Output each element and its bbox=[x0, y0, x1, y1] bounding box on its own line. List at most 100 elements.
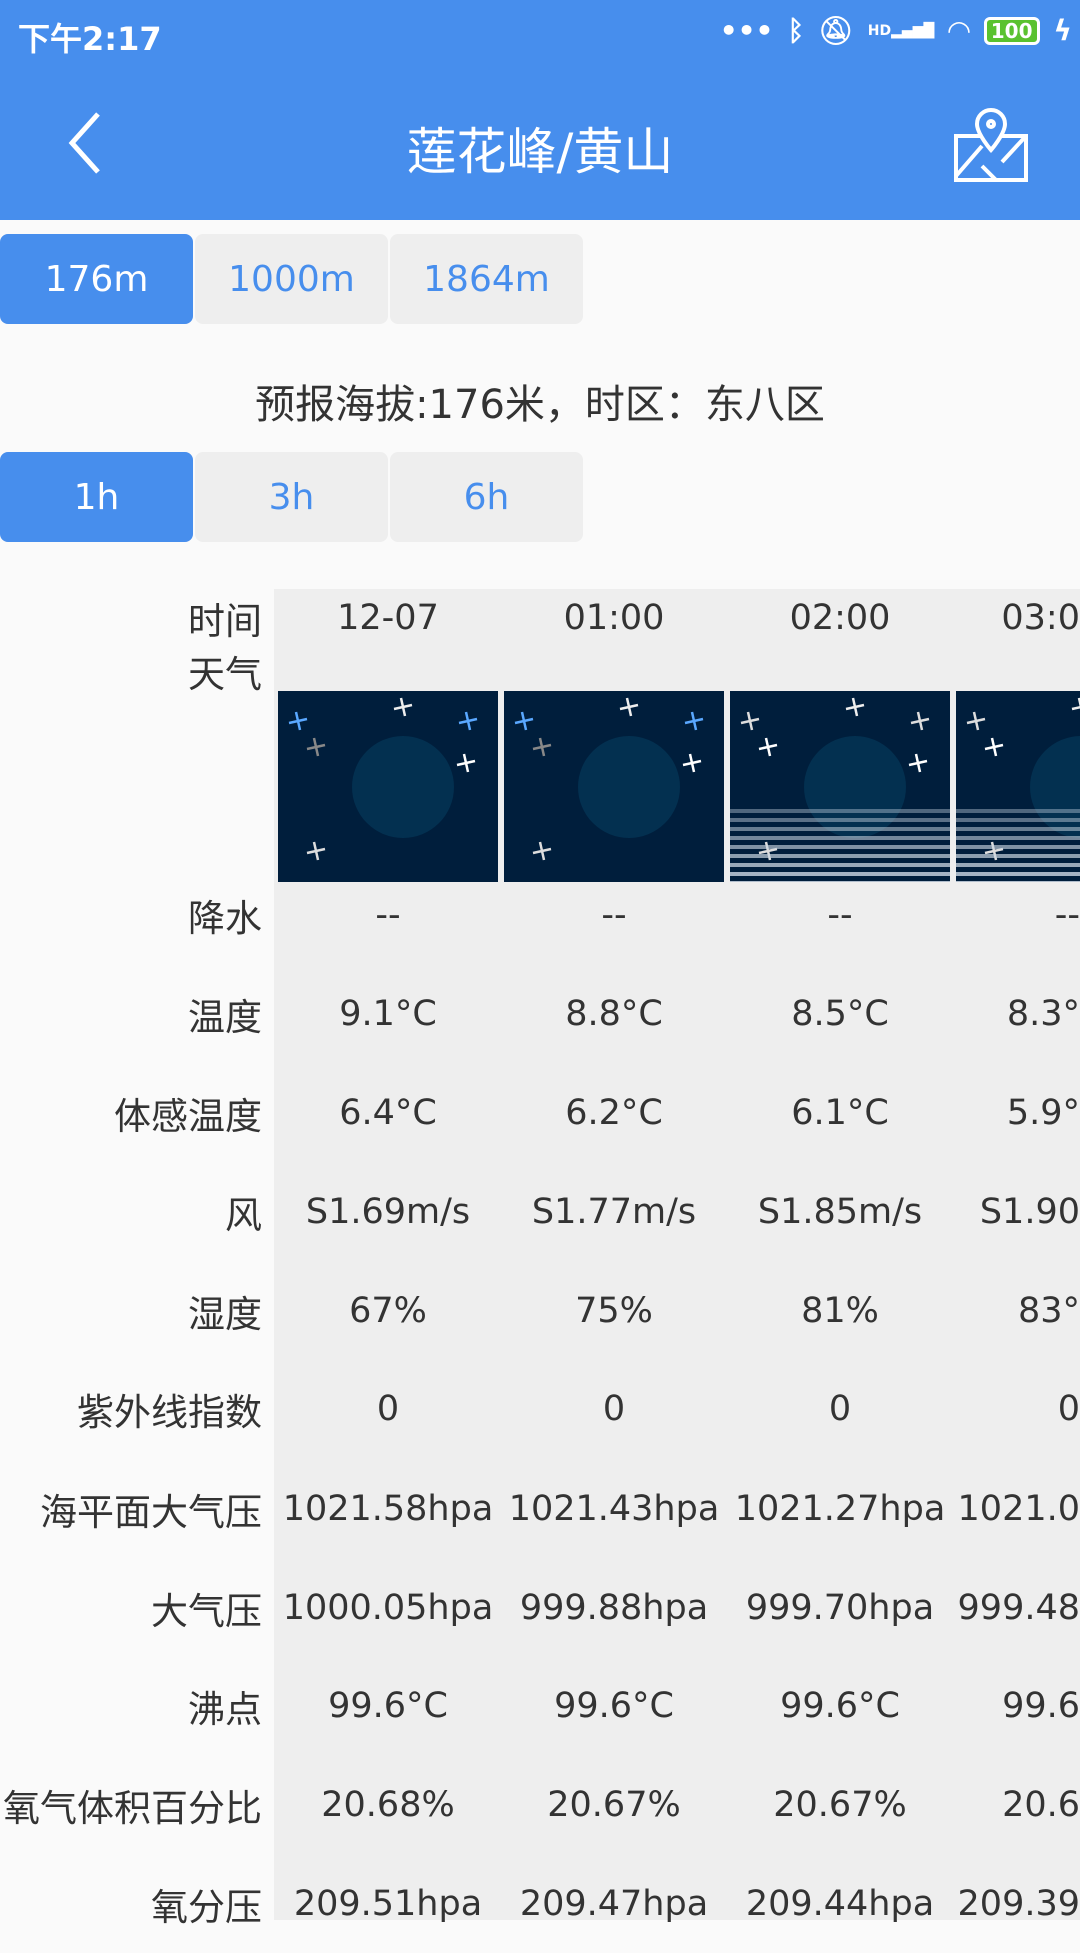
cell-uv-index: 0 bbox=[828, 1388, 852, 1429]
wifi-icon: ◠ bbox=[948, 14, 970, 47]
cell-temperature: 8.5°C bbox=[791, 993, 889, 1034]
row-label: 氧气体积百分比 bbox=[3, 1786, 262, 1830]
table-row-wind: 风 S1.69m/s S1.77m/s S1.85m/s S1.90 bbox=[0, 1162, 1080, 1261]
tab-1000m[interactable]: 1000m bbox=[195, 234, 388, 324]
cell-time: 12-07 bbox=[337, 597, 439, 638]
table-row-pressure: 大气压 1000.05hpa 999.88hpa 999.70hpa 999.48 bbox=[0, 1558, 1080, 1657]
battery-icon: 100 bbox=[983, 16, 1040, 45]
cell-oxygen-percent: 20.67% bbox=[773, 1784, 907, 1825]
cell-pressure: 999.88hpa bbox=[519, 1587, 709, 1628]
table-row-oxygen-percent: 氧气体积百分比 20.68% 20.67% 20.67% 20.6 bbox=[0, 1755, 1080, 1854]
cell-oxygen-percent: 20.68% bbox=[321, 1784, 455, 1825]
cell-pressure: 1000.05hpa bbox=[282, 1587, 494, 1628]
cell-uv-index: 0 bbox=[1057, 1388, 1080, 1429]
status-time: 下午2:17 bbox=[18, 20, 162, 58]
cell-boiling-point: 99.6°C bbox=[780, 1685, 900, 1726]
cell-wind: S1.69m/s bbox=[305, 1191, 471, 1232]
row-label: 温度 bbox=[188, 995, 262, 1039]
moon-night-icon bbox=[956, 691, 1080, 882]
cell-feels-like: 5.9° bbox=[1006, 1092, 1080, 1133]
row-label: 降水 bbox=[188, 896, 262, 940]
row-label: 紫外线指数 bbox=[77, 1390, 262, 1434]
cell-wind: S1.77m/s bbox=[531, 1191, 697, 1232]
cell-precipitation: -- bbox=[375, 894, 401, 935]
table-row-time: 时间 12-07 01:00 02:00 03:0 bbox=[0, 568, 1080, 667]
cell-oxygen-percent: 20.67% bbox=[547, 1784, 681, 1825]
cell-humidity: 67% bbox=[349, 1290, 427, 1331]
cell-oxygen-percent: 20.6 bbox=[1002, 1784, 1080, 1825]
moon-night-icon bbox=[730, 691, 950, 882]
cell-temperature: 8.3° bbox=[1006, 993, 1080, 1034]
table-row-feels-like: 体感温度 6.4°C 6.2°C 6.1°C 5.9° bbox=[0, 1063, 1080, 1162]
table-row-oxygen-partial-pressure: 氧分压 209.51hpa 209.47hpa 209.44hpa 209.39 bbox=[0, 1854, 1080, 1953]
cell-uv-index: 0 bbox=[602, 1388, 626, 1429]
cell-oxygen-partial-pressure: 209.44hpa bbox=[745, 1883, 935, 1924]
moon-night-icon bbox=[278, 691, 498, 882]
interval-tabs: 1h 3h 6h bbox=[0, 452, 583, 542]
table-row-weather: 天气 bbox=[0, 653, 1080, 757]
row-label: 风 bbox=[225, 1193, 262, 1237]
row-label: 氧分压 bbox=[151, 1885, 262, 1929]
cell-sea-level-pressure: 1021.0 bbox=[957, 1488, 1080, 1529]
charging-icon: ϟ bbox=[1053, 14, 1072, 47]
row-label: 海平面大气压 bbox=[40, 1490, 262, 1534]
cell-sea-level-pressure: 1021.27hpa bbox=[734, 1488, 946, 1529]
altitude-tabs: 176m 1000m 1864m bbox=[0, 234, 583, 324]
cell-temperature: 8.8°C bbox=[565, 993, 663, 1034]
cell-pressure: 999.48 bbox=[957, 1587, 1080, 1628]
cell-precipitation: -- bbox=[827, 894, 853, 935]
cell-humidity: 75% bbox=[575, 1290, 653, 1331]
chevron-left-icon[interactable] bbox=[62, 108, 112, 178]
status-bar: 下午2:17 ••• ᛒ 🔕︎ HD▂▄▆█ ◠ 100 ϟ bbox=[0, 0, 1080, 66]
tab-1864m[interactable]: 1864m bbox=[390, 234, 583, 324]
cell-time: 03:0 bbox=[1001, 597, 1080, 638]
table-row-sea-level-pressure: 海平面大气压 1021.58hpa 1021.43hpa 1021.27hpa 1021… bbox=[0, 1459, 1080, 1558]
cell-humidity: 83° bbox=[1017, 1290, 1080, 1331]
row-label: 大气压 bbox=[151, 1589, 262, 1633]
table-row-boiling-point: 沸点 99.6°C 99.6°C 99.6°C 99.6 bbox=[0, 1656, 1080, 1755]
cell-boiling-point: 99.6°C bbox=[554, 1685, 674, 1726]
cell-sea-level-pressure: 1021.58hpa bbox=[282, 1488, 494, 1529]
row-label: 时间 bbox=[188, 599, 262, 643]
bluetooth-icon: ᛒ bbox=[787, 14, 805, 47]
cell-oxygen-partial-pressure: 209.39 bbox=[957, 1883, 1080, 1924]
cell-oxygen-partial-pressure: 209.47hpa bbox=[519, 1883, 709, 1924]
cell-feels-like: 6.1°C bbox=[791, 1092, 889, 1133]
table-row-humidity: 湿度 67% 75% 81% 83° bbox=[0, 1261, 1080, 1360]
moon-night-icon bbox=[504, 691, 724, 882]
cell-wind: S1.90 bbox=[979, 1191, 1080, 1232]
cell-wind: S1.85m/s bbox=[757, 1191, 923, 1232]
row-label: 沸点 bbox=[188, 1687, 262, 1731]
cell-sea-level-pressure: 1021.43hpa bbox=[508, 1488, 720, 1529]
cell-time: 02:00 bbox=[789, 597, 891, 638]
table-row-uv-index: 紫外线指数 0 0 0 0 bbox=[0, 1359, 1080, 1458]
forecast-info: 预报海拔:176米，时区：东八区 bbox=[255, 382, 825, 428]
mute-bell-icon: 🔕︎ bbox=[818, 14, 854, 47]
table-row-temperature: 温度 9.1°C 8.8°C 8.5°C 8.3° bbox=[0, 964, 1080, 1063]
signal-label: HD bbox=[867, 22, 892, 39]
cell-precipitation: -- bbox=[1054, 894, 1080, 935]
cell-boiling-point: 99.6 bbox=[1002, 1685, 1080, 1726]
cell-oxygen-partial-pressure: 209.51hpa bbox=[293, 1883, 483, 1924]
row-label: 天气 bbox=[188, 653, 262, 696]
map-pin-icon[interactable] bbox=[952, 106, 1030, 184]
cell-pressure: 999.70hpa bbox=[745, 1587, 935, 1628]
tab-176m[interactable]: 176m bbox=[0, 234, 193, 324]
cell-precipitation: -- bbox=[601, 894, 627, 935]
cell-humidity: 81% bbox=[801, 1290, 879, 1331]
tab-6h[interactable]: 6h bbox=[390, 452, 583, 542]
cell-uv-index: 0 bbox=[376, 1388, 400, 1429]
tab-3h[interactable]: 3h bbox=[195, 452, 388, 542]
page-title: 莲花峰/黄山 bbox=[406, 123, 674, 181]
signal-icon: HD▂▄▆█ bbox=[867, 22, 935, 39]
cell-time: 01:00 bbox=[563, 597, 665, 638]
app-header: 下午2:17 ••• ᛒ 🔕︎ HD▂▄▆█ ◠ 100 ϟ 莲花峰/黄山 bbox=[0, 0, 1080, 220]
tab-1h[interactable]: 1h bbox=[0, 452, 193, 542]
cell-feels-like: 6.4°C bbox=[339, 1092, 437, 1133]
cell-temperature: 9.1°C bbox=[339, 993, 437, 1034]
more-dots-icon: ••• bbox=[719, 14, 774, 47]
row-label: 湿度 bbox=[188, 1292, 262, 1336]
cell-boiling-point: 99.6°C bbox=[328, 1685, 448, 1726]
cell-feels-like: 6.2°C bbox=[565, 1092, 663, 1133]
row-label: 体感温度 bbox=[114, 1094, 262, 1138]
